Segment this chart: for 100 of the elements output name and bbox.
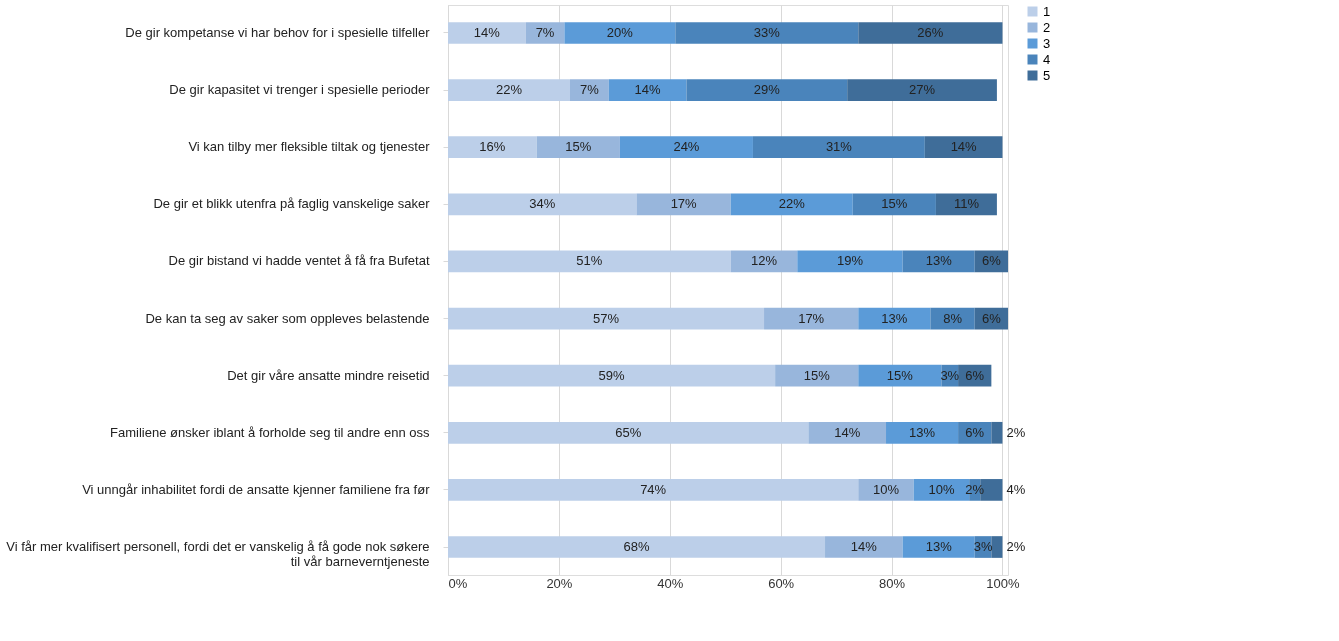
- data-label: 12%: [751, 253, 778, 269]
- data-label: 68%: [623, 539, 650, 555]
- bar: [935, 193, 997, 216]
- data-label: 14%: [850, 539, 878, 555]
- bar: [536, 136, 620, 159]
- data-label: 2%: [965, 481, 985, 497]
- bar: [686, 79, 848, 101]
- data-label: 24%: [673, 139, 700, 155]
- data-label: 17%: [798, 310, 825, 326]
- bar: [775, 364, 859, 387]
- data-label: 11%: [953, 196, 980, 212]
- bar: [448, 364, 776, 387]
- x-tick-label: 100%: [986, 575, 1021, 591]
- data-label: 10%: [873, 481, 900, 497]
- legend-label: 2: [1043, 19, 1051, 35]
- data-label: 33%: [753, 24, 781, 40]
- data-label: 31%: [825, 139, 853, 155]
- x-tick-label: 60%: [768, 575, 795, 591]
- bar: [448, 421, 809, 444]
- x-tick-label: 40%: [657, 575, 684, 591]
- bar: [752, 136, 925, 159]
- data-label: 16%: [479, 139, 506, 155]
- y-tick-label: Vi får mer kvalifisert personell, fordi det er vanskelig å få gode nok søkere til vår barneverntjeneste: [6, 539, 430, 570]
- data-label: 19%: [836, 253, 864, 269]
- x-tick-label: 0%: [448, 575, 468, 591]
- bar: [924, 136, 1003, 159]
- bar: [448, 479, 859, 501]
- data-label: 14%: [473, 24, 501, 40]
- data-label: 2%: [1006, 424, 1026, 440]
- data-label: 13%: [925, 253, 953, 269]
- data-label: 51%: [576, 253, 603, 269]
- data-label: 15%: [565, 139, 592, 155]
- data-label: 3%: [940, 367, 960, 383]
- bar: [448, 307, 765, 330]
- bar: [825, 536, 903, 558]
- data-label: 10%: [928, 481, 955, 497]
- bar: [448, 79, 570, 101]
- bar: [808, 421, 887, 444]
- data-label: 8%: [943, 310, 963, 326]
- y-tick-label: Vi unngår inhabilitet fordi de ansatte kjenner familiene fra før: [82, 481, 431, 497]
- data-label: 13%: [909, 424, 936, 440]
- bar: [448, 136, 537, 159]
- legend-label: 4: [1043, 51, 1051, 67]
- data-label: 22%: [778, 196, 806, 212]
- bar: [991, 536, 1003, 558]
- bar: [991, 421, 1003, 444]
- bar: [636, 193, 731, 216]
- y-tick-label: De gir bistand vi hadde ventet å få fra Bufetat: [168, 253, 430, 269]
- bar: [858, 364, 942, 387]
- data-label: 29%: [753, 82, 781, 98]
- data-label: 7%: [579, 82, 600, 98]
- data-label: 6%: [965, 424, 985, 440]
- bar: [448, 193, 637, 216]
- data-label: 6%: [981, 253, 1002, 269]
- data-label: 13%: [881, 310, 908, 326]
- data-label: 14%: [634, 82, 662, 98]
- legend-label: 3: [1043, 35, 1051, 51]
- data-label: 6%: [981, 310, 1002, 326]
- y-tick-label: De gir kompetanse vi har behov for i spesielle tilfeller: [125, 24, 431, 40]
- data-label: 57%: [593, 310, 620, 326]
- bar: [847, 79, 997, 101]
- y-tick-label: De gir et blikk utenfra på faglig vanskelige saker: [153, 196, 431, 212]
- bar: [764, 307, 859, 330]
- data-label: 17%: [670, 196, 698, 212]
- data-label: 13%: [925, 539, 953, 555]
- data-label: 4%: [1006, 481, 1026, 497]
- data-label: 15%: [881, 196, 908, 212]
- data-label: 20%: [606, 24, 634, 40]
- bar: [569, 79, 609, 101]
- y-tick-label: De gir kapasitet vi trenger i spesielle perioder: [169, 82, 431, 98]
- data-label: 2%: [1006, 539, 1026, 555]
- bar: [448, 22, 526, 44]
- data-label: 65%: [615, 424, 642, 440]
- data-label: 27%: [909, 82, 936, 98]
- bar: [858, 479, 914, 501]
- bar: [902, 536, 975, 558]
- y-tick-label: Det gir våre ansatte mindre reisetid: [227, 367, 430, 383]
- data-label: 74%: [640, 481, 667, 497]
- bar: [797, 250, 903, 273]
- y-tick-label: De kan ta seg av saker som oppleves belastende: [145, 310, 430, 326]
- bar: [852, 193, 936, 216]
- bar: [608, 79, 687, 101]
- data-label: 14%: [834, 424, 861, 440]
- bar: [448, 250, 731, 273]
- data-label: 26%: [917, 24, 944, 40]
- data-label: 59%: [598, 367, 626, 383]
- data-label: 15%: [886, 367, 914, 383]
- data-label: 15%: [803, 367, 831, 383]
- bar: [448, 536, 826, 558]
- bar: [619, 136, 753, 159]
- data-label: 34%: [529, 196, 556, 212]
- data-label: 7%: [535, 24, 555, 40]
- data-label: 3%: [973, 539, 993, 555]
- bar: [858, 22, 1003, 44]
- data-label: 14%: [950, 139, 978, 155]
- legend-label: 5: [1043, 67, 1051, 83]
- data-label: 6%: [965, 367, 985, 383]
- data-label: 22%: [495, 82, 523, 98]
- y-tick-label: Vi kan tilby mer fleksible tiltak og tjenester: [188, 139, 431, 155]
- legend-label: 1: [1043, 3, 1051, 19]
